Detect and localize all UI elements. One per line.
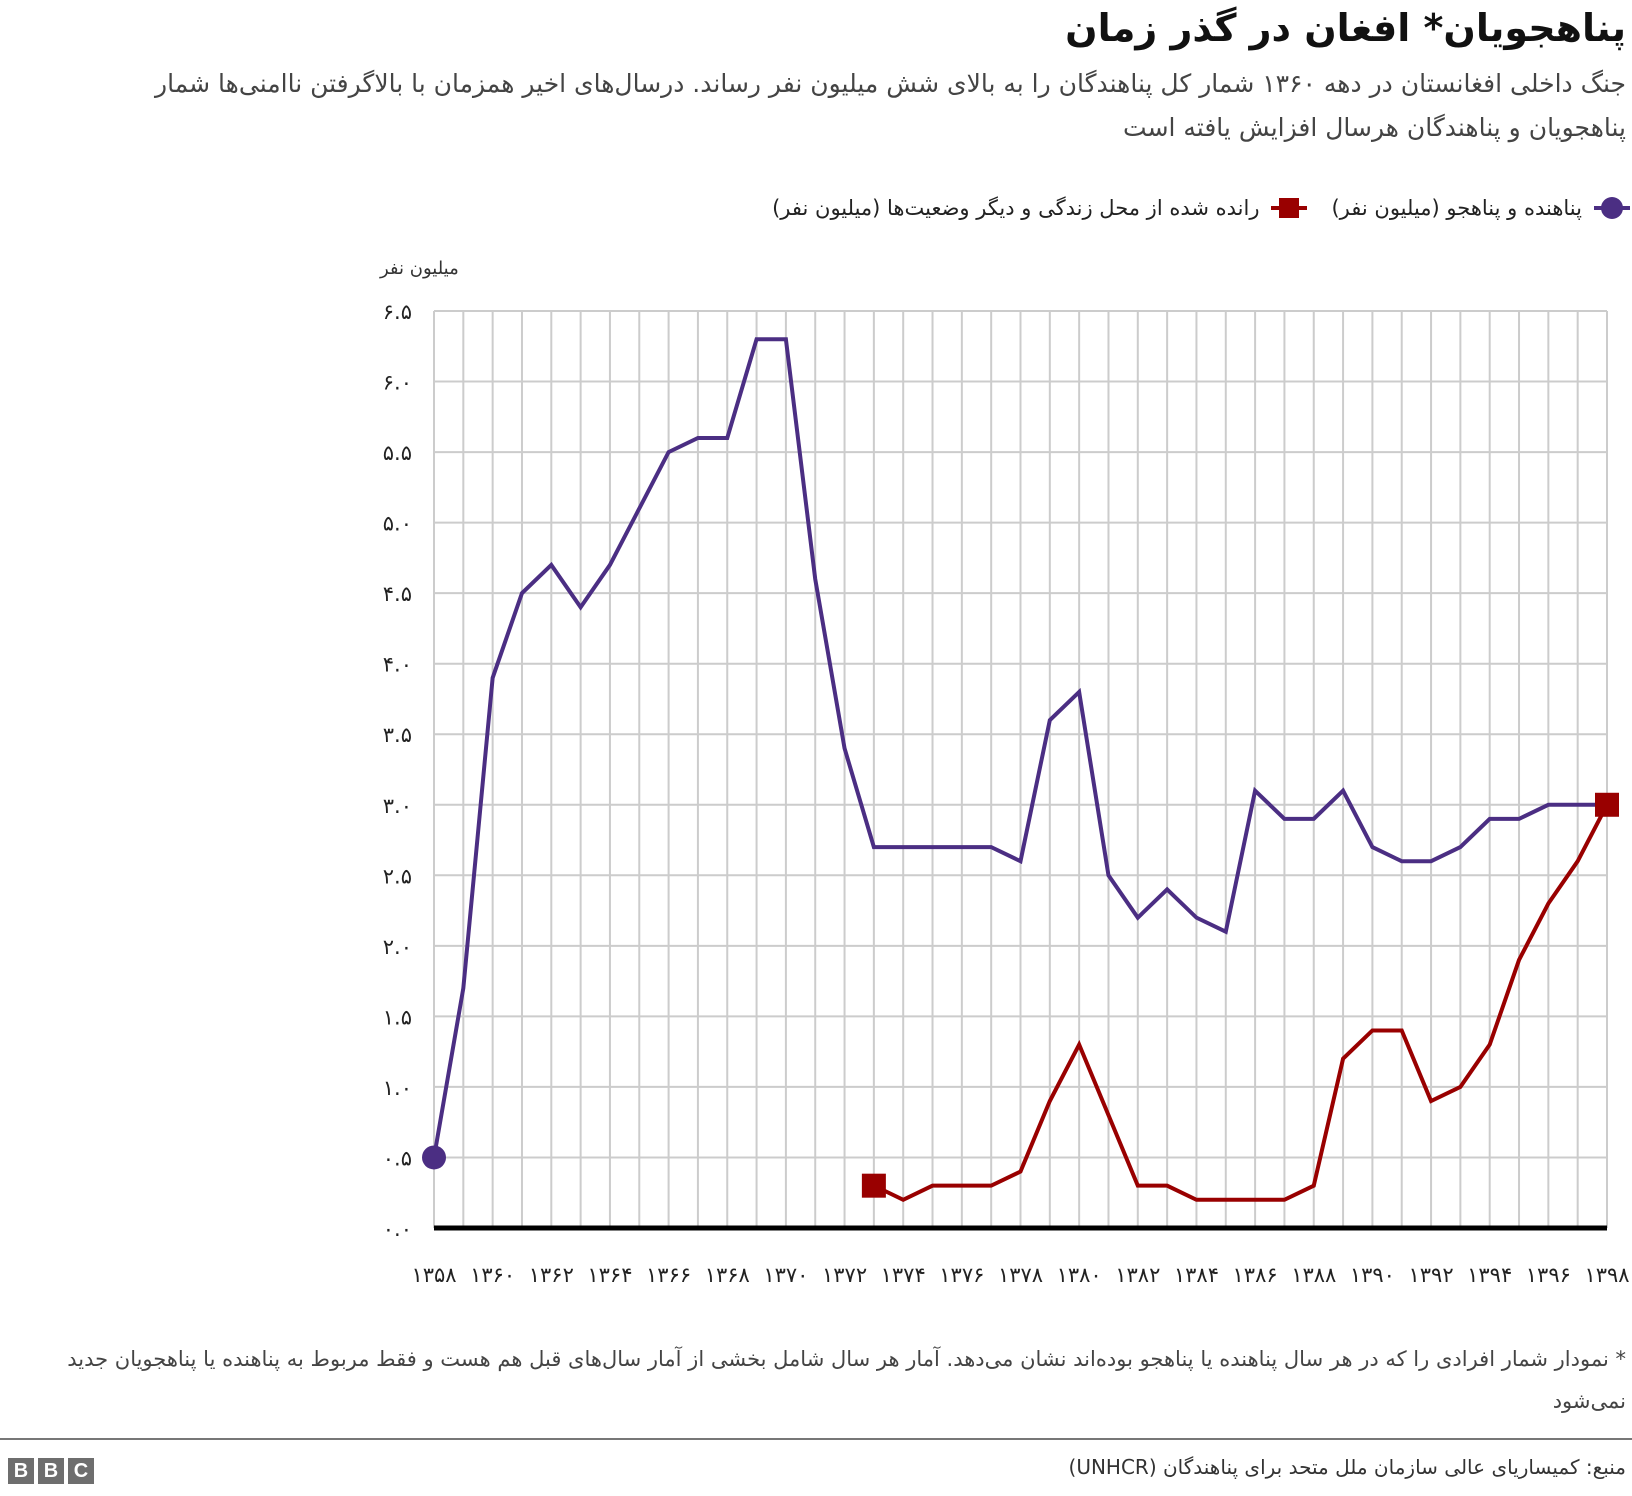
x-tick-label: ۱۳۸۸ (1291, 1263, 1336, 1287)
y-tick-label: ۲.۰ (383, 935, 412, 959)
y-tick-label: ۱.۰ (383, 1076, 412, 1100)
y-tick-label: ۴.۰ (383, 653, 412, 677)
chart-grid (433, 310, 1608, 1231)
x-tick-label: ۱۳۹۰ (1350, 1263, 1395, 1287)
x-tick-label: ۱۳۹۸ (1584, 1263, 1629, 1287)
x-tick-label: ۱۳۹۶ (1526, 1263, 1571, 1287)
legend-item-refugees: پناهنده و پناهجو (میلیون نفر) (1331, 196, 1632, 220)
refugees-line (432, 337, 1607, 1158)
y-axis-ticks: ۰.۰ ۰.۵ ۱.۰ ۱.۵ ۲.۰ ۲.۵ ۳.۰ ۳.۵ ۴.۰ ۴.۵ ۵.۰ ۵.۵ ۶.۰ ۶… (383, 300, 412, 1241)
x-tick-label: ۱۳۷۴ (881, 1263, 926, 1287)
chart-series (422, 337, 1619, 1203)
displaced-line (873, 803, 1609, 1203)
displaced-end-marker (1595, 792, 1619, 817)
square-marker-icon (1269, 196, 1309, 220)
y-axis-unit-label: میلیون نفر (380, 258, 459, 279)
y-tick-label: ۶.۵ (383, 300, 412, 324)
x-tick-label: ۱۳۷۲ (822, 1263, 867, 1287)
y-tick-label: ۳.۰ (383, 794, 412, 818)
y-tick-label: ۵.۵ (383, 441, 412, 465)
legend-label: پناهنده و پناهجو (میلیون نفر) (1331, 196, 1582, 220)
footnote: * نمودار شمار افرادی را که در هر سال پنا… (67, 1347, 1626, 1413)
x-tick-label: ۱۳۷۰ (763, 1263, 808, 1287)
source-note: منبع: کمیساریای عالی سازمان ملل متحد برا… (1068, 1455, 1627, 1479)
y-tick-label: ۲.۵ (383, 864, 412, 888)
x-tick-label: ۱۳۵۸ (411, 1263, 456, 1287)
x-tick-label: ۱۳۹۲ (1408, 1263, 1453, 1287)
x-tick-label: ۱۳۸۴ (1174, 1263, 1219, 1287)
legend-label: رانده شده از محل زندگی و دیگر وضعیت‌ها (… (772, 196, 1260, 220)
legend: پناهنده و پناهجو (میلیون نفر) رانده شده … (0, 188, 1632, 228)
x-tick-label: ۱۳۸۶ (1233, 1263, 1278, 1287)
x-tick-label: ۱۳۶۶ (646, 1263, 691, 1287)
y-tick-label: ۶.۰ (383, 371, 412, 395)
bbc-logo: B B C (8, 1458, 94, 1484)
displaced-start-marker (861, 1173, 886, 1198)
y-tick-label: ۱.۵ (383, 1005, 412, 1029)
circle-marker-icon (1592, 196, 1632, 220)
y-tick-label: ۰.۰ (383, 1217, 412, 1241)
y-tick-label: ۰.۵ (383, 1146, 412, 1170)
line-chart: ۰.۰ ۰.۵ ۱.۰ ۱.۵ ۲.۰ ۲.۵ ۳.۰ ۳.۵ ۴.۰ ۴.۵ ۵.۰ ۵.۵ ۶.۰ ۶… (383, 300, 1630, 1287)
x-tick-label: ۱۳۸۰ (1057, 1263, 1102, 1287)
x-tick-label: ۱۳۹۴ (1467, 1263, 1512, 1287)
x-tick-label: ۱۳۷۶ (939, 1263, 984, 1287)
y-tick-label: ۵.۰ (383, 512, 412, 536)
footer-divider (0, 1438, 1632, 1440)
x-axis-ticks: ۱۳۵۸ ۱۳۶۰ ۱۳۶۲ ۱۳۶۴ ۱۳۶۶ ۱۳۶۸ ۱۳۷۰ ۱۳۷۲ ۱۳۷۴ ۱۳۷۶… (411, 1263, 1629, 1287)
y-tick-label: ۴.۵ (383, 582, 412, 606)
x-tick-label: ۱۳۶۴ (587, 1263, 632, 1287)
chart-subtitle: جنگ داخلی افغانستان در دهه ۱۳۶۰ شمار کل … (155, 69, 1626, 142)
x-tick-label: ۱۳۷۸ (998, 1263, 1043, 1287)
x-tick-label: ۱۳۶۰ (470, 1263, 515, 1287)
refugees-start-marker (422, 1145, 446, 1170)
x-tick-label: ۱۳۶۲ (529, 1263, 574, 1287)
y-tick-label: ۳.۵ (383, 723, 412, 747)
x-tick-label: ۱۳۸۲ (1115, 1263, 1160, 1287)
legend-item-displaced: رانده شده از محل زندگی و دیگر وضعیت‌ها (… (772, 196, 1309, 220)
x-tick-label: ۱۳۶۸ (705, 1263, 750, 1287)
chart-title: پناهجویان* افغان در گذر زمان (1065, 6, 1626, 50)
